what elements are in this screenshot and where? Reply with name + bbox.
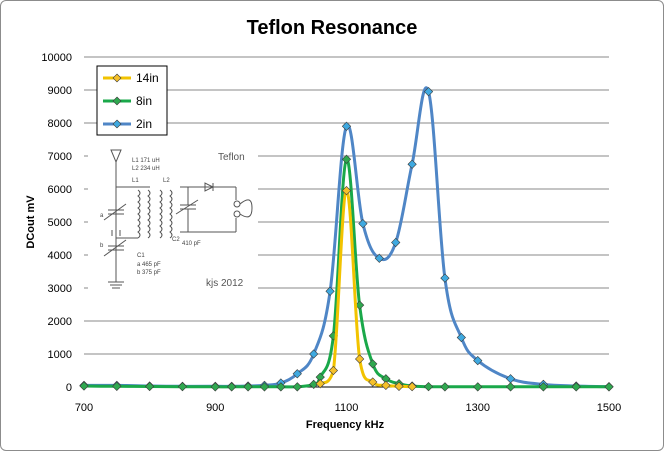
y-tick-label: 9000 — [48, 85, 72, 97]
data-point-8in — [112, 381, 122, 391]
x-tick-label: 1300 — [466, 402, 490, 414]
legend: 14in 8in 2in — [96, 65, 168, 136]
data-point-2in — [325, 286, 335, 296]
data-point-8in — [604, 382, 614, 392]
data-point-8in — [538, 382, 548, 392]
data-point-8in — [145, 381, 155, 392]
y-tick-label: 4000 — [48, 250, 72, 262]
data-point-14in — [394, 381, 404, 391]
chart-title: Teflon Resonance — [247, 17, 418, 39]
y-tick-label: 10000 — [41, 52, 72, 64]
legend-label-14in: 14in — [136, 71, 159, 85]
schematic-label-b: b — [100, 243, 104, 249]
schematic-inset: L1 171 uH L2 234 uH L1 L2 a b C2 410 pF … — [88, 140, 258, 292]
schematic-label-c2-value: 410 pF — [182, 241, 201, 247]
data-point-14in — [368, 377, 378, 387]
schematic-label-l2-short: L2 — [163, 178, 170, 184]
schematic-label-name: Teflon — [218, 152, 245, 163]
y-tick-label: 5000 — [48, 217, 72, 229]
data-point-8in — [473, 382, 483, 392]
schematic-label-c1-b: b 375 pF — [137, 270, 161, 276]
data-point-8in — [505, 382, 516, 392]
data-point-2in — [391, 237, 401, 248]
data-point-2in — [473, 355, 483, 366]
data-point-8in — [276, 382, 286, 392]
schematic-label-a: a — [100, 213, 104, 219]
data-point-2in — [423, 87, 434, 97]
data-point-8in — [243, 382, 253, 392]
data-point-8in — [210, 382, 220, 392]
legend-marker-14in — [112, 73, 122, 83]
y-tick-label: 2000 — [48, 316, 72, 328]
data-point-8in — [177, 382, 188, 392]
legend-marker-2in — [112, 119, 122, 129]
data-point-14in — [341, 186, 352, 196]
data-point-8in — [227, 382, 237, 392]
y-axis-label: DCout mV — [25, 195, 37, 249]
schematic-label-c2: C2 — [172, 237, 180, 243]
y-tick-labels: 0 1000 2000 3000 4000 5000 6000 7000 8000 9000 100… — [41, 52, 72, 394]
x-tick-label: 1100 — [335, 402, 359, 414]
series-lines — [79, 86, 614, 392]
legend-label-2in: 2in — [136, 117, 152, 131]
data-point-14in — [355, 354, 365, 364]
data-point-2in — [440, 273, 450, 283]
schematic-label-c1-a: a 465 pF — [137, 262, 161, 268]
x-axis-label: Frequency kHz — [306, 419, 385, 431]
y-tick-label: 0 — [66, 382, 72, 394]
series-line-8in — [83, 157, 609, 389]
data-point-2in — [309, 349, 319, 359]
y-tick-label: 1000 — [48, 349, 72, 361]
data-point-14in — [407, 382, 417, 392]
data-point-8in — [368, 359, 378, 369]
data-point-8in — [292, 382, 302, 392]
data-point-8in — [571, 382, 581, 392]
schematic-label-l1: L1 171 uH — [132, 158, 160, 164]
schematic-label-l1-short: L1 — [132, 178, 139, 184]
x-tick-labels: 700 900 1100 1300 1500 — [75, 402, 621, 414]
legend-marker-8in — [112, 96, 122, 106]
series-line-14in — [319, 189, 413, 389]
legend-label-8in: 8in — [136, 94, 152, 108]
data-point-2in — [341, 121, 352, 131]
data-point-14in — [328, 365, 338, 376]
y-tick-label: 8000 — [48, 118, 72, 130]
x-tick-label: 1500 — [597, 402, 621, 414]
schematic-drawing — [103, 149, 253, 289]
y-tick-label: 3000 — [48, 283, 72, 295]
y-tick-label: 7000 — [48, 151, 72, 163]
data-point-2in — [292, 369, 302, 379]
data-point-8in — [259, 382, 270, 392]
schematic-label-c1: C1 — [137, 253, 145, 259]
schematic-label-l2: L2 234 uH — [132, 166, 160, 172]
y-tick-label: 6000 — [48, 184, 72, 196]
data-point-8in — [440, 382, 450, 392]
data-point-2in — [505, 374, 516, 384]
x-tick-label: 900 — [206, 402, 224, 414]
data-point-14in — [315, 379, 325, 389]
data-point-2in — [358, 219, 368, 229]
x-tick-label: 700 — [75, 402, 93, 414]
data-point-14in — [381, 380, 391, 390]
data-point-8in — [341, 154, 352, 164]
data-point-2in — [374, 253, 384, 263]
data-point-8in — [423, 382, 434, 392]
schematic-label-credit: kjs 2012 — [206, 278, 244, 289]
data-point-2in — [407, 159, 417, 169]
data-point-2in — [456, 332, 466, 343]
data-point-8in — [79, 381, 89, 391]
